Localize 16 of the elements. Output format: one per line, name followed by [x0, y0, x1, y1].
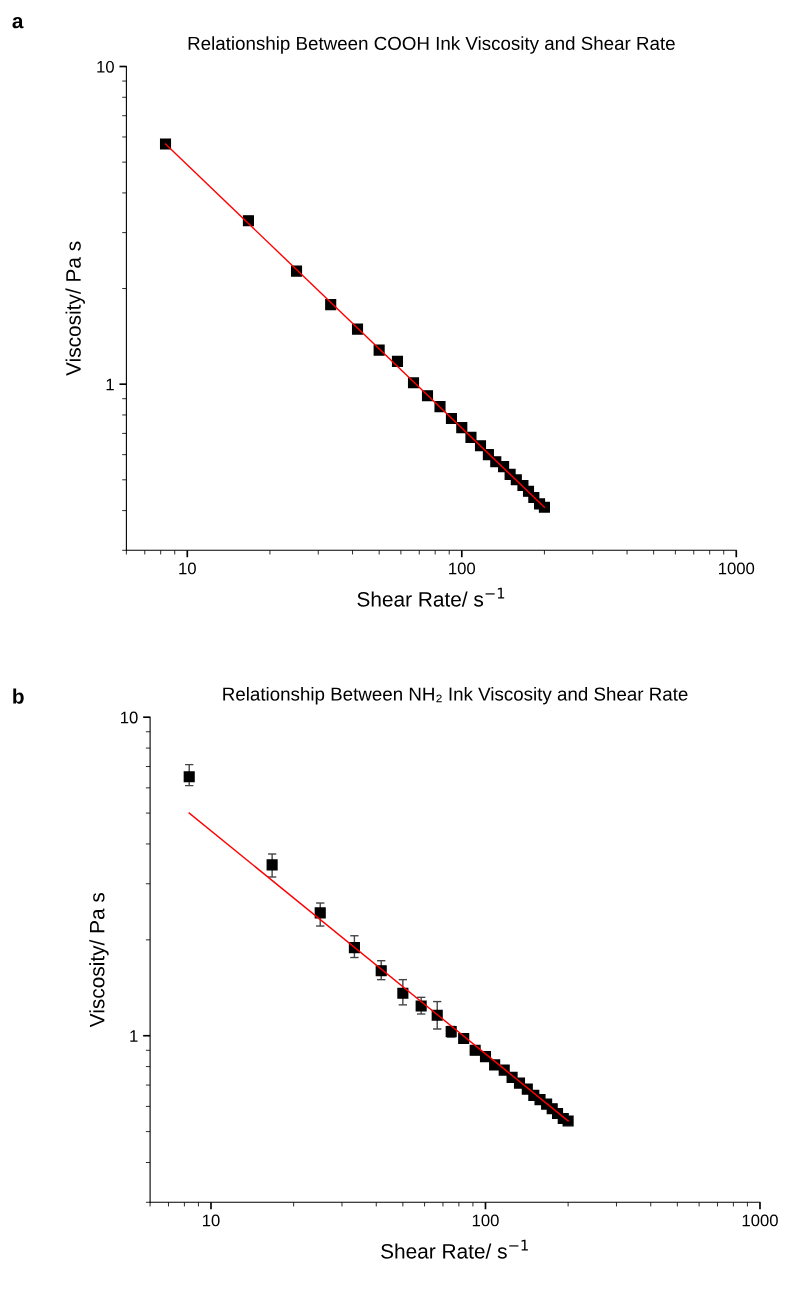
y-axis-title: Viscosity/ Pa s	[65, 241, 85, 376]
x-axis-title: Shear Rate/ s$^{−1}$	[357, 587, 505, 607]
x-tick-label: 1000	[742, 1214, 778, 1227]
x-tick-label: 10	[179, 562, 196, 575]
x-tick-label: 1000	[719, 562, 755, 575]
y-tick-label: 1	[106, 378, 114, 391]
x-axis-title: Shear Rate/ s$^{−1}$	[381, 1239, 528, 1259]
text: b	[13, 688, 24, 704]
text: a	[12, 16, 24, 29]
y-axis-title: Viscosity/ Pa s	[89, 892, 109, 1028]
x-tick-label: 100	[449, 562, 476, 575]
chart-title: Relationship Between COOH Ink Viscosity and Shear Rate	[188, 36, 675, 54]
y-tick-label: 1	[130, 1030, 138, 1042]
chart-title: Relationship Between NH₂ Ink Viscosity and Shear Rate	[223, 686, 688, 705]
x-tick-label: 10	[203, 1214, 220, 1227]
x-tick-label: 100	[472, 1214, 499, 1227]
